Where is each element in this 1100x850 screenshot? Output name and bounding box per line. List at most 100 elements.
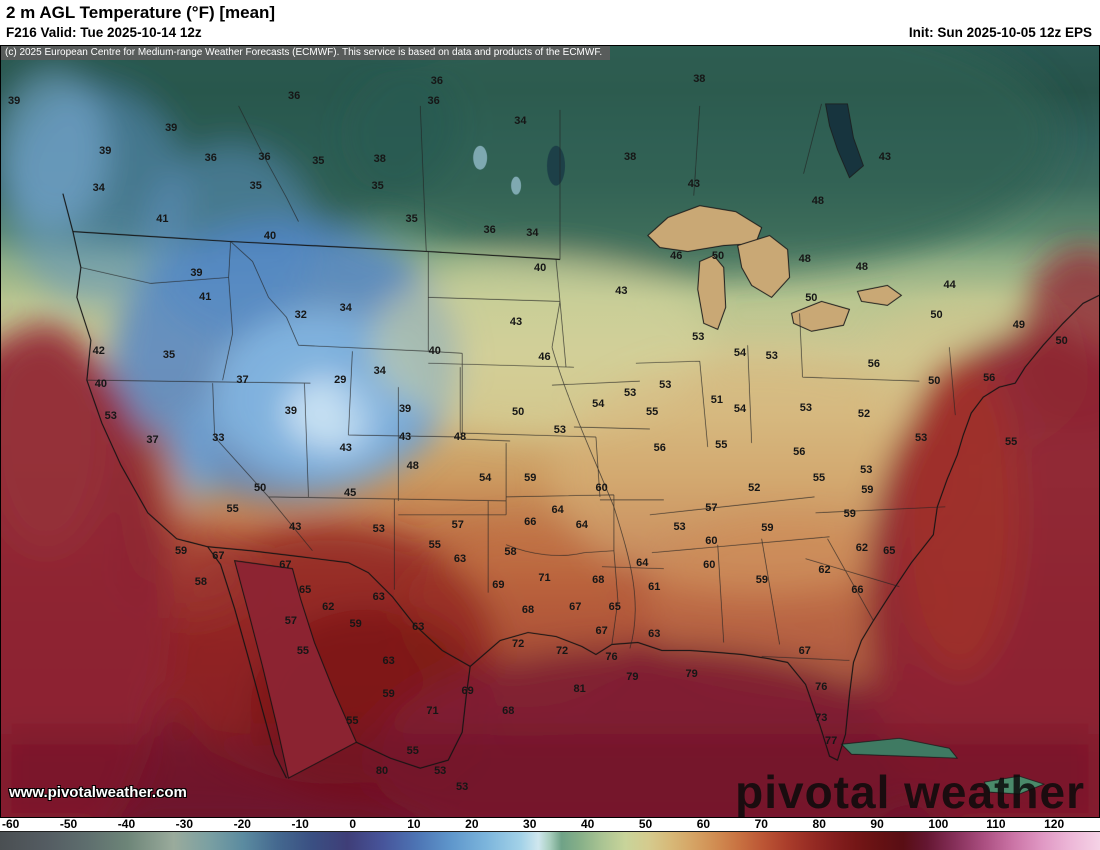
temp-value-label: 37 [146, 433, 159, 446]
header: 2 m AGL Temperature (°F) [mean] F216 Val… [0, 0, 1100, 45]
colorbar-ticks: -60 -50 -40 -30 -20 -10 0 10 20 30 40 50 60 70 80 90 100… [0, 818, 1100, 831]
temp-value-label: 59 [382, 688, 395, 701]
temp-value-label: 55 [715, 438, 728, 451]
temp-value-label: 68 [592, 573, 605, 586]
state-borders [80, 103, 956, 661]
temp-value-label: 41 [156, 213, 169, 226]
temp-value-label: 35 [371, 180, 384, 193]
temp-value-label: 34 [339, 302, 352, 315]
temp-value-label: 34 [92, 181, 105, 194]
temp-value-label: 69 [461, 685, 474, 698]
temp-value-label: 50 [711, 250, 725, 263]
temp-value-label: 59 [861, 484, 874, 497]
temp-value-label: 62 [818, 563, 831, 576]
temp-value-label: 68 [521, 603, 535, 616]
temp-value-label: 53 [434, 764, 447, 777]
temp-value-label: 38 [624, 151, 637, 164]
temp-value-label: 34 [514, 114, 527, 127]
temp-value-label: 46 [538, 351, 551, 364]
temp-value-label: 63 [648, 628, 661, 641]
temp-value-label: 53 [860, 464, 873, 477]
temp-value-label: 57 [705, 501, 718, 514]
colorbar-tick-label: 80 [812, 817, 826, 831]
temp-value-label: 35 [405, 212, 418, 225]
temp-value-label: 50 [254, 481, 267, 494]
temp-value-label: 65 [883, 545, 896, 557]
temp-value-label: 39 [99, 144, 112, 157]
temp-value-label: 43 [398, 430, 412, 443]
temp-value-label: 44 [943, 279, 956, 291]
temp-value-label: 40 [533, 262, 547, 275]
temp-value-label: 40 [263, 230, 277, 243]
temp-value-label: 49 [1012, 319, 1025, 332]
temp-value-label: 38 [693, 73, 706, 86]
temp-value-label: 35 [162, 349, 176, 362]
colorbar-tick-label: -20 [233, 817, 251, 831]
temp-value-label: 56 [867, 358, 881, 371]
temp-value-label: 48 [406, 460, 419, 473]
temp-value-label: 41 [199, 291, 212, 304]
temp-value-label: 59 [755, 573, 769, 586]
temp-value-label: 39 [284, 404, 297, 417]
temp-value-label: 60 [595, 481, 608, 494]
temp-value-label: 72 [512, 638, 525, 651]
temp-value-label: 39 [398, 403, 412, 416]
temp-value-label: 36 [288, 90, 301, 103]
temp-value-label: 62 [855, 541, 868, 554]
colorbar-tick-label: -10 [291, 817, 309, 831]
temp-value-label: 34 [373, 365, 386, 378]
temp-value-label: 67 [798, 645, 811, 658]
temp-value-label: 56 [653, 441, 666, 454]
temp-value-label: 46 [670, 250, 683, 263]
map-canvas[interactable]: (c) 2025 European Centre for Medium-rang… [0, 45, 1100, 818]
temp-value-label: 50 [930, 309, 943, 322]
temp-value-label: 65 [608, 600, 621, 613]
temp-value-label: 29 [334, 373, 347, 386]
colorbar-tick-label: 100 [928, 817, 949, 831]
temp-value-label: 59 [524, 471, 537, 484]
temp-value-label: 53 [673, 521, 686, 534]
temp-value-label: 45 [344, 487, 357, 500]
temp-value-label: 32 [294, 309, 307, 322]
temp-value-label: 54 [733, 403, 747, 416]
colorbar: -60 -50 -40 -30 -20 -10 0 10 20 30 40 50 60 70 80 90 100… [0, 818, 1100, 850]
temp-value-label: 55 [296, 645, 310, 658]
temp-value-label: 53 [659, 379, 672, 392]
temp-value-label: 54 [479, 471, 492, 484]
temperature-field-svg [1, 46, 1099, 817]
temp-value-label: 50 [928, 375, 941, 388]
temp-value-label: 64 [575, 518, 588, 531]
temp-value-label: 36 [430, 74, 444, 87]
temp-value-label: 53 [456, 780, 469, 793]
colorbar-tick-label: 0 [349, 817, 357, 831]
temp-value-label: 68 [502, 705, 515, 718]
colorbar-tick-label: -50 [59, 817, 78, 831]
temp-value-label: 50 [805, 292, 818, 305]
temp-value-label: 43 [687, 178, 700, 190]
temp-value-label: 40 [94, 378, 108, 391]
temp-value-label: 60 [705, 534, 718, 547]
temp-value-label: 55 [406, 745, 419, 758]
temp-value-label: 53 [799, 402, 812, 415]
temp-value-label: 35 [312, 154, 325, 167]
temp-value-label: 52 [857, 407, 871, 420]
colorbar-tick-label: 40 [580, 817, 595, 831]
temp-value-label: 63 [372, 591, 385, 604]
temp-value-label: 33 [212, 431, 225, 444]
temp-value-label: 43 [509, 316, 523, 329]
temp-value-label: 66 [524, 515, 537, 528]
colorbar-tick-label: 60 [696, 817, 711, 831]
temp-value-label: 38 [373, 152, 386, 165]
colorbar-strip [0, 831, 1100, 850]
temp-value-label: 60 [703, 558, 716, 571]
temp-value-label: 59 [174, 545, 188, 557]
temp-value-label: 40 [428, 344, 441, 357]
temp-value-label: 35 [249, 179, 262, 192]
temp-value-label: 58 [504, 545, 517, 558]
great-lakes [647, 205, 903, 332]
temp-value-label: 72 [555, 645, 569, 658]
temp-value-label: 50 [512, 406, 525, 419]
temp-value-label: 65 [299, 583, 312, 596]
temp-value-label: 48 [453, 430, 467, 443]
